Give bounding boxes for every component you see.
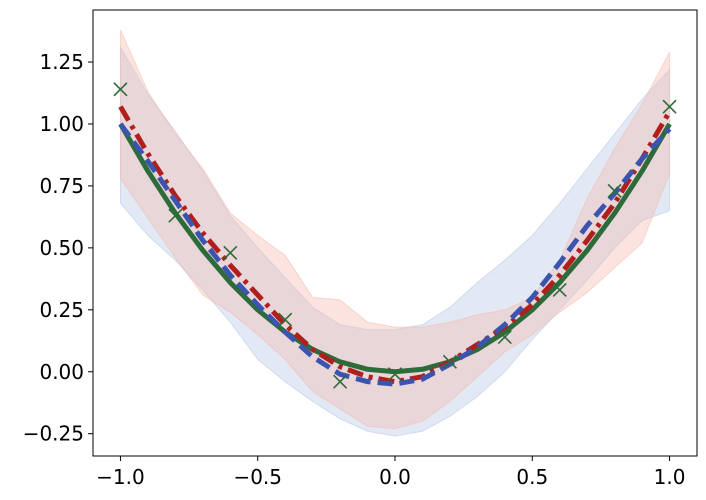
x-marker-0 xyxy=(113,82,128,97)
x-tick-label-3: 0.5 xyxy=(516,465,548,489)
x-marker-6 xyxy=(442,354,457,369)
y-axis: −0.25 0.00 0.25 0.50 0.75 1.00 1.25 xyxy=(23,50,93,446)
band-series-2 xyxy=(119,45,671,437)
line-series-2 xyxy=(118,122,672,387)
x-tick-label-2: 0.0 xyxy=(379,465,411,489)
x-marker-2 xyxy=(223,245,238,260)
line-series-0 xyxy=(118,122,672,375)
observation-markers xyxy=(113,82,677,389)
x-marker-10 xyxy=(662,99,677,114)
x-marker-9 xyxy=(607,183,622,198)
band-series-1 xyxy=(119,29,671,430)
x-marker-8 xyxy=(552,282,567,298)
series-lines xyxy=(118,105,672,387)
y-tick-label-3: 0.50 xyxy=(39,236,84,260)
x-marker-1 xyxy=(168,208,183,223)
x-marker-3 xyxy=(278,312,293,327)
x-marker-4 xyxy=(333,374,348,389)
x-tick-label-1: −0.5 xyxy=(233,465,282,489)
x-marker-5 xyxy=(387,367,403,382)
confidence-bands xyxy=(119,29,671,437)
line-series-1 xyxy=(118,105,672,385)
y-tick-label-2: 0.25 xyxy=(39,298,84,322)
y-tick-label-0: −0.25 xyxy=(23,422,84,446)
y-tick-label-5: 1.00 xyxy=(39,112,84,136)
x-tick-label-0: −1.0 xyxy=(96,465,145,489)
y-tick-label-4: 0.75 xyxy=(39,174,84,198)
x-tick-label-4: 1.0 xyxy=(654,465,686,489)
y-tick-label-6: 1.25 xyxy=(39,50,84,74)
x-marker-7 xyxy=(497,330,512,345)
y-tick-label-1: 0.00 xyxy=(39,360,84,384)
x-axis: −1.0 −0.5 0.0 0.5 1.0 xyxy=(96,456,685,489)
